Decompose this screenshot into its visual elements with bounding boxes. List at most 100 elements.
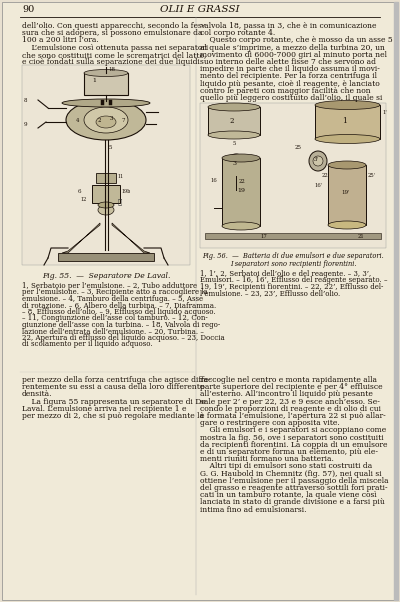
Text: menti riuniti formano una batteria.: menti riuniti formano una batteria. — [200, 455, 334, 463]
Ellipse shape — [309, 151, 327, 171]
Text: 17: 17 — [260, 234, 267, 239]
Bar — [328, 165, 366, 225]
Text: intima fino ad emulsionarsi.: intima fino ad emulsionarsi. — [200, 506, 306, 514]
Ellipse shape — [208, 103, 260, 111]
Bar — [96, 173, 116, 183]
Ellipse shape — [84, 107, 128, 133]
Text: Gli emulsori e i separatori si accoppiano come: Gli emulsori e i separatori si accoppian… — [200, 426, 386, 435]
Text: per mezzo di 2, che si può regolare mediante la: per mezzo di 2, che si può regolare medi… — [22, 412, 204, 420]
Text: l’emulsione. – 23, 23’, Efflusso dell’olio.: l’emulsione. – 23, 23’, Efflusso dell’ol… — [200, 290, 340, 297]
Text: emulsione. – 4, Tamburo della centrifuga. – 5, Asse: emulsione. – 4, Tamburo della centrifuga… — [22, 295, 203, 303]
Text: 18: 18 — [108, 67, 115, 72]
Text: 1: 1 — [92, 78, 96, 83]
Text: mostra la fig. 56, ove i separatori sono costituiti: mostra la fig. 56, ove i separatori sono… — [200, 433, 384, 442]
Text: 90: 90 — [22, 5, 34, 14]
Bar — [84, 73, 128, 95]
Text: Emulsori. – 16, 16’, Efflusso del reagente separato. –: Emulsori. – 16, 16’, Efflusso del reagen… — [200, 276, 388, 285]
Text: 2: 2 — [98, 118, 102, 123]
Text: 12: 12 — [80, 197, 86, 202]
Text: di scolamento per il liquido acquoso.: di scolamento per il liquido acquoso. — [22, 341, 153, 349]
Text: G. G. Haubold in Chemnitz (fig. 57), nei quali si: G. G. Haubold in Chemnitz (fig. 57), nei… — [200, 470, 382, 477]
Bar — [205, 233, 381, 239]
Ellipse shape — [66, 100, 146, 140]
Text: 19': 19' — [341, 190, 350, 195]
Text: 19b: 19b — [121, 189, 130, 194]
Text: per l’emulsione. – 3, Recipiente atto a raccogliere la: per l’emulsione. – 3, Recipiente atto a … — [22, 288, 208, 297]
Text: sale per 2’ e per 22, 23 e 9 esce anch’esso. Se-: sale per 2’ e per 22, 23 e 9 esce anch’e… — [200, 397, 380, 406]
Text: mento del recipiente. Per la forza centrifuga il: mento del recipiente. Per la forza centr… — [200, 72, 377, 81]
Text: 16: 16 — [210, 178, 217, 183]
Text: 5: 5 — [233, 141, 236, 146]
Text: 3': 3' — [314, 157, 319, 162]
Text: giunzione dell’asse con la turbina. – 18, Valvola di rego-: giunzione dell’asse con la turbina. – 18… — [22, 321, 220, 329]
Text: 25': 25' — [368, 173, 376, 178]
Text: 6: 6 — [78, 189, 82, 194]
Text: 19, 19’, Recipienti fiorentini. – 22, 22’, Efflusso del-: 19, 19’, Recipienti fiorentini. – 22, 22… — [200, 283, 383, 291]
Text: parte superiore del recipiente e per 4° effluisce: parte superiore del recipiente e per 4° … — [200, 383, 383, 391]
Text: OLII E GRASSI: OLII E GRASSI — [160, 5, 240, 14]
Ellipse shape — [96, 116, 116, 128]
Text: 100 a 200 litri l’ora.: 100 a 200 litri l’ora. — [22, 36, 99, 45]
Text: 9: 9 — [24, 122, 28, 127]
Text: movimento di 6000-7000 giri al minuto porta nel: movimento di 6000-7000 giri al minuto po… — [200, 51, 387, 59]
Text: e cioè fondati sulla separazione dei due liquidi: e cioè fondati sulla separazione dei due… — [22, 58, 200, 66]
Text: lanciata in stato di grande divisione e a farsi più: lanciata in stato di grande divisione e … — [200, 498, 385, 506]
Bar — [222, 158, 260, 226]
Text: 22: 22 — [239, 179, 246, 184]
Text: impedire in parte che il liquido assuma il movi-: impedire in parte che il liquido assuma … — [200, 65, 380, 73]
Bar — [208, 107, 260, 135]
Text: all’esterno. All’incontro il liquido più pesante: all’esterno. All’incontro il liquido più… — [200, 391, 373, 399]
Ellipse shape — [62, 99, 150, 107]
Text: valvola 18, passa in 3, che è in comunicazione: valvola 18, passa in 3, che è in comunic… — [200, 22, 376, 30]
Text: contro le pareti con maggior facilità che non: contro le pareti con maggior facilità ch… — [200, 87, 371, 95]
Text: sura che si adopera, si possono emulsionare da: sura che si adopera, si possono emulsion… — [22, 29, 202, 37]
Ellipse shape — [222, 154, 260, 162]
Ellipse shape — [313, 156, 323, 166]
Polygon shape — [62, 223, 100, 253]
Text: I separatori sono recipienti fiorentini.: I separatori sono recipienti fiorentini. — [230, 260, 356, 268]
Text: 8: 8 — [24, 98, 28, 103]
Text: – 11, Congiunzione dell’asse col tamburo. – 12, Con-: – 11, Congiunzione dell’asse col tamburo… — [22, 314, 208, 323]
Text: 19: 19 — [237, 188, 245, 193]
Text: liquido più pesante, cioè il reagente, è lanciato: liquido più pesante, cioè il reagente, è… — [200, 79, 380, 88]
Text: Laval. L’emulsione arriva nel recipiente 1 e: Laval. L’emulsione arriva nel recipiente… — [22, 405, 186, 413]
Text: cati in un tamburo rotante, la quale viene così: cati in un tamburo rotante, la quale vie… — [200, 491, 377, 499]
Text: 16': 16' — [314, 183, 322, 188]
Ellipse shape — [98, 205, 114, 215]
Ellipse shape — [328, 161, 366, 169]
Text: La figura 55 rappresenta un separatore di De: La figura 55 rappresenta un separatore d… — [22, 397, 206, 406]
Text: di rotazione. – 6, Albero della turbina. – 7, Diaframma.: di rotazione. – 6, Albero della turbina.… — [22, 302, 216, 309]
Text: 21: 21 — [358, 234, 365, 239]
Text: dell’olio. Con questi apparecchi, secondo la fes-: dell’olio. Con questi apparecchi, second… — [22, 22, 204, 30]
Text: 3: 3 — [232, 161, 236, 166]
Text: 11: 11 — [117, 174, 123, 179]
Text: gare o restringere con apposita vite.: gare o restringere con apposita vite. — [200, 419, 340, 427]
Text: 1: 1 — [342, 117, 347, 125]
Text: ✂: ✂ — [118, 197, 122, 205]
Text: lazione dell’entrata dell’emulsione. – 20, Turbina. –: lazione dell’entrata dell’emulsione. – 2… — [22, 327, 204, 335]
Text: densità.: densità. — [22, 391, 52, 399]
Ellipse shape — [208, 131, 260, 139]
Text: e di un separatore forma un elemento, più ele-: e di un separatore forma un elemento, pi… — [200, 448, 378, 456]
Text: raccoglie nel centro e monta rapidamente alla: raccoglie nel centro e monta rapidamente… — [200, 376, 377, 384]
Ellipse shape — [315, 134, 380, 143]
Text: 7: 7 — [122, 118, 126, 123]
Text: ottiene l’emulsione per il passaggio della miscela: ottiene l’emulsione per il passaggio del… — [200, 477, 389, 485]
Text: – 8, Efflusso dell’olio. – 9, Efflusso del liquido acquoso.: – 8, Efflusso dell’olio. – 9, Efflusso d… — [22, 308, 216, 316]
Text: condo le proporzioni di reagente e di olio di cui: condo le proporzioni di reagente e di ol… — [200, 405, 381, 413]
Text: rentemente su essi a causa della loro differente: rentemente su essi a causa della loro di… — [22, 383, 204, 391]
Text: 22': 22' — [322, 173, 330, 178]
Text: 4: 4 — [76, 118, 80, 123]
Text: al quale s’imprime, a mezzo della turbina 20, un: al quale s’imprime, a mezzo della turbin… — [200, 43, 385, 52]
Ellipse shape — [222, 222, 260, 230]
Text: suo interno delle alette fisse 7 che servono ad: suo interno delle alette fisse 7 che ser… — [200, 58, 376, 66]
Text: 5: 5 — [109, 145, 112, 150]
Ellipse shape — [328, 221, 366, 229]
Ellipse shape — [230, 159, 242, 171]
Text: Fig. 56.  —  Batteria di due emulsori e due separatori.: Fig. 56. — Batteria di due emulsori e du… — [202, 252, 384, 260]
Ellipse shape — [84, 69, 128, 76]
Text: che sono costituiti come le scrematrici del latte,: che sono costituiti come le scrematrici … — [22, 51, 206, 59]
Text: è formata l’emulsione, l’apertura 22 si può allar-: è formata l’emulsione, l’apertura 22 si … — [200, 412, 386, 420]
Bar — [92, 185, 120, 203]
Ellipse shape — [315, 101, 380, 110]
